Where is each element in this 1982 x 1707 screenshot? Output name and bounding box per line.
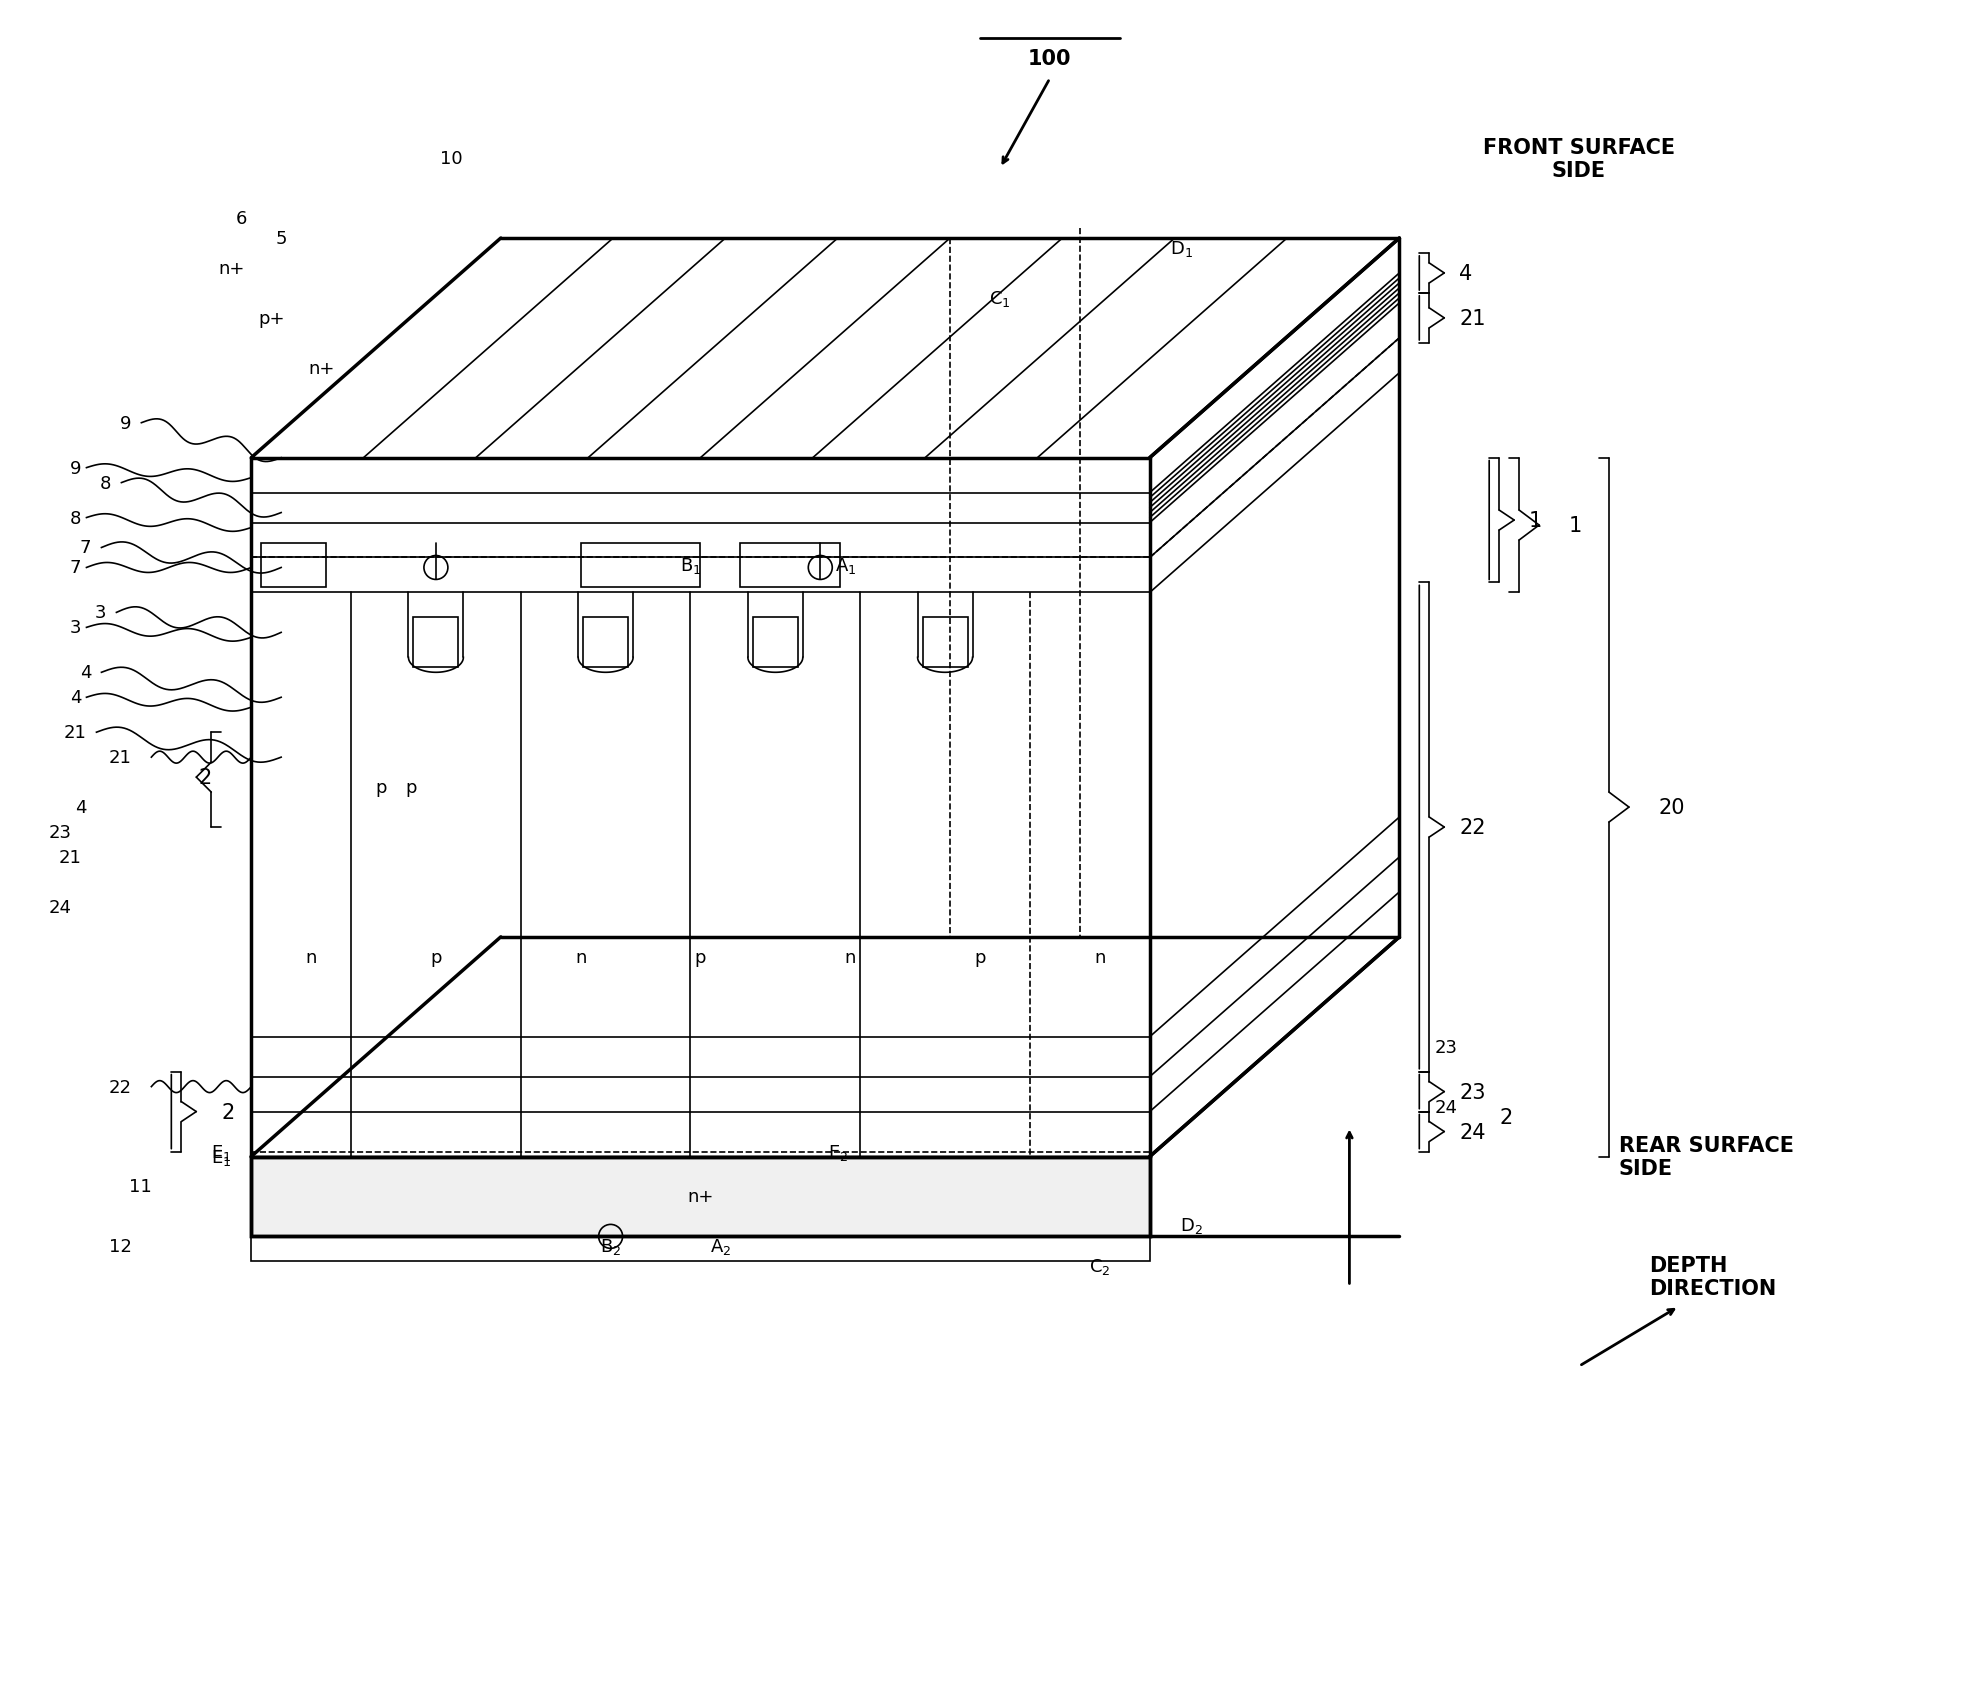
Text: E$_1$: E$_1$ xyxy=(210,1142,232,1162)
Text: 2: 2 xyxy=(198,768,212,787)
Text: 22: 22 xyxy=(109,1079,131,1096)
Text: C$_1$: C$_1$ xyxy=(989,288,1011,309)
Text: n+: n+ xyxy=(307,360,335,377)
Text: 24: 24 xyxy=(1435,1098,1457,1116)
Text: 100: 100 xyxy=(1029,50,1072,70)
Text: 8: 8 xyxy=(99,475,111,492)
Text: DEPTH
DIRECTION: DEPTH DIRECTION xyxy=(1649,1255,1776,1297)
Bar xyxy=(922,618,967,667)
Text: 12: 12 xyxy=(109,1238,131,1256)
Text: D$_2$: D$_2$ xyxy=(1179,1215,1203,1236)
Text: 11: 11 xyxy=(129,1178,151,1197)
Text: 9: 9 xyxy=(69,459,81,478)
Text: E$_2$: E$_2$ xyxy=(828,1142,848,1162)
Text: A$_1$: A$_1$ xyxy=(834,556,856,575)
Text: 24: 24 xyxy=(48,898,71,917)
Text: C$_2$: C$_2$ xyxy=(1088,1256,1110,1277)
Text: 9: 9 xyxy=(119,415,131,432)
Bar xyxy=(753,618,799,667)
Text: n: n xyxy=(575,949,587,966)
Bar xyxy=(262,543,327,589)
Text: 21: 21 xyxy=(109,749,131,766)
Text: 1: 1 xyxy=(1530,510,1542,531)
Text: 8: 8 xyxy=(69,509,81,527)
Text: p: p xyxy=(430,949,442,966)
Text: 2: 2 xyxy=(222,1103,234,1121)
Text: FRONT SURFACE
SIDE: FRONT SURFACE SIDE xyxy=(1483,138,1675,181)
Text: p: p xyxy=(375,778,386,797)
Text: B$_2$: B$_2$ xyxy=(601,1236,620,1256)
Bar xyxy=(252,1157,1150,1236)
Text: D$_1$: D$_1$ xyxy=(1169,239,1193,259)
Text: 1: 1 xyxy=(1570,516,1582,536)
Text: 23: 23 xyxy=(1459,1082,1486,1103)
Text: 10: 10 xyxy=(440,150,462,167)
Text: 21: 21 xyxy=(63,724,87,743)
Text: 7: 7 xyxy=(79,539,91,556)
Text: A$_2$: A$_2$ xyxy=(710,1236,731,1256)
Text: 5: 5 xyxy=(275,230,287,248)
Text: 22: 22 xyxy=(1459,818,1486,838)
Text: n: n xyxy=(844,949,856,966)
Text: p: p xyxy=(404,778,416,797)
Text: 24: 24 xyxy=(1459,1121,1486,1142)
Text: n+: n+ xyxy=(218,259,244,278)
Text: REAR SURFACE
SIDE: REAR SURFACE SIDE xyxy=(1619,1135,1794,1178)
Text: p+: p+ xyxy=(258,309,285,328)
Text: 21: 21 xyxy=(1459,309,1486,329)
Text: 3: 3 xyxy=(95,604,107,621)
Text: 6: 6 xyxy=(236,210,248,229)
Bar xyxy=(414,618,458,667)
Text: 7: 7 xyxy=(69,560,81,577)
Text: n: n xyxy=(1094,949,1106,966)
Text: 4: 4 xyxy=(79,664,91,681)
Text: p: p xyxy=(696,949,706,966)
Text: E$_1$: E$_1$ xyxy=(210,1147,232,1168)
Bar xyxy=(252,1236,1150,1261)
Text: 23: 23 xyxy=(48,823,71,842)
Bar xyxy=(583,618,628,667)
Text: 21: 21 xyxy=(59,848,81,867)
Text: 3: 3 xyxy=(69,620,81,637)
Text: B$_1$: B$_1$ xyxy=(680,556,702,575)
Bar xyxy=(741,543,840,589)
Text: n+: n+ xyxy=(688,1188,714,1205)
Bar xyxy=(581,543,700,589)
Text: p: p xyxy=(975,949,985,966)
Text: 4: 4 xyxy=(75,799,87,816)
Text: n: n xyxy=(305,949,317,966)
Text: 20: 20 xyxy=(1659,797,1685,818)
Text: 4: 4 xyxy=(69,690,81,707)
Bar xyxy=(252,1157,1150,1236)
Text: 4: 4 xyxy=(1459,265,1473,283)
Text: 2: 2 xyxy=(1498,1106,1512,1127)
Text: 23: 23 xyxy=(1435,1038,1457,1057)
